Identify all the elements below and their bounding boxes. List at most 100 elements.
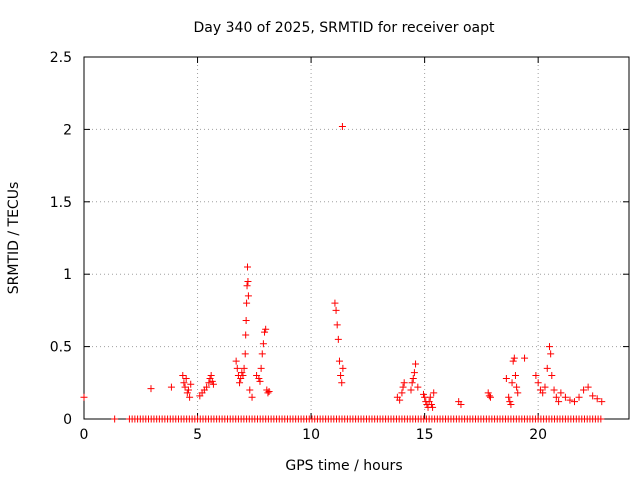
data-point [539,389,547,397]
data-point [239,372,247,380]
data-point [400,379,408,387]
data-point [521,354,529,362]
data-point [514,389,522,397]
data-point [207,372,215,380]
data-point [182,374,190,382]
x-tick-label: 20 [529,427,547,443]
data-point [505,393,513,401]
data-point [257,364,265,372]
data-point [333,321,341,329]
y-tick-label: 2 [63,122,72,138]
data-point [546,343,554,351]
data-point [532,372,540,380]
data-point [589,392,597,400]
data-point [209,380,217,388]
x-tick-label: 10 [302,427,320,443]
data-point [552,393,560,401]
data-point [502,374,510,382]
y-tick-label: 1.5 [50,195,72,211]
data-point [259,340,267,348]
grid-lines [84,57,629,419]
data-point [332,306,340,314]
data-point [183,389,191,397]
data-point [427,401,435,409]
y-tick-label: 2.5 [50,50,72,66]
data-point [167,383,175,391]
y-tick-label: 0.5 [50,340,72,356]
x-tick-label: 15 [416,427,434,443]
data-point [511,372,519,380]
data-point [187,380,195,388]
data-point [241,350,249,358]
data-point [208,377,216,385]
data-point [541,383,549,391]
data-point [248,393,256,401]
data-point [179,372,187,380]
data-point [409,374,417,382]
data-point [506,398,514,406]
data-point [410,369,418,377]
data-point [111,415,119,423]
data-point [262,325,270,333]
data-point [534,379,542,387]
data-point [597,415,605,423]
data-point [186,393,194,401]
data-point [80,393,88,401]
data-point [407,386,415,394]
data-point [429,403,437,411]
data-point [513,383,521,391]
data-point [242,331,250,339]
data-point [543,364,551,372]
data-points [80,123,606,423]
y-tick-label: 1 [63,267,72,283]
data-point [258,350,266,358]
data-point [457,401,465,409]
data-point [547,350,555,358]
x-tick-label: 5 [193,427,202,443]
x-tick-label: 0 [80,427,89,443]
data-point [335,357,343,365]
data-point [338,379,346,387]
data-point [339,364,347,372]
data-point [566,396,574,404]
data-point [244,263,251,271]
data-point [184,386,192,394]
y-axis-label: SRMTID / TECUs [6,182,22,295]
data-point [509,357,517,365]
data-point [408,379,416,387]
data-point [584,383,592,391]
data-point [557,389,565,397]
data-point [261,328,269,336]
data-point [265,387,273,395]
data-point [548,372,556,380]
data-point [575,393,583,401]
data-point [550,386,558,394]
data-point [412,360,420,368]
data-point [398,389,406,397]
data-point [180,379,188,387]
data-point [240,364,248,372]
data-point [181,383,189,391]
data-point [203,383,211,391]
data-point [426,393,434,401]
data-point [508,379,516,387]
data-point [593,395,601,403]
data-point [244,292,252,300]
data-point [337,372,345,380]
data-point [598,398,606,406]
data-point [244,277,252,285]
data-point [571,398,578,406]
plot-frame [83,56,630,420]
data-point [399,383,407,391]
x-axis-label: GPS time / hours [285,458,402,474]
y-tick-label: 0 [63,412,72,428]
data-point [555,398,563,406]
data-point [238,369,246,377]
data-point [485,392,493,400]
data-point [205,379,213,387]
data-point [396,396,404,404]
data-point [264,389,272,397]
data-point [255,374,263,382]
data-point [233,364,241,372]
